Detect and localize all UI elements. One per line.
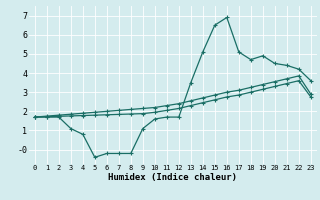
X-axis label: Humidex (Indice chaleur): Humidex (Indice chaleur) [108, 173, 237, 182]
